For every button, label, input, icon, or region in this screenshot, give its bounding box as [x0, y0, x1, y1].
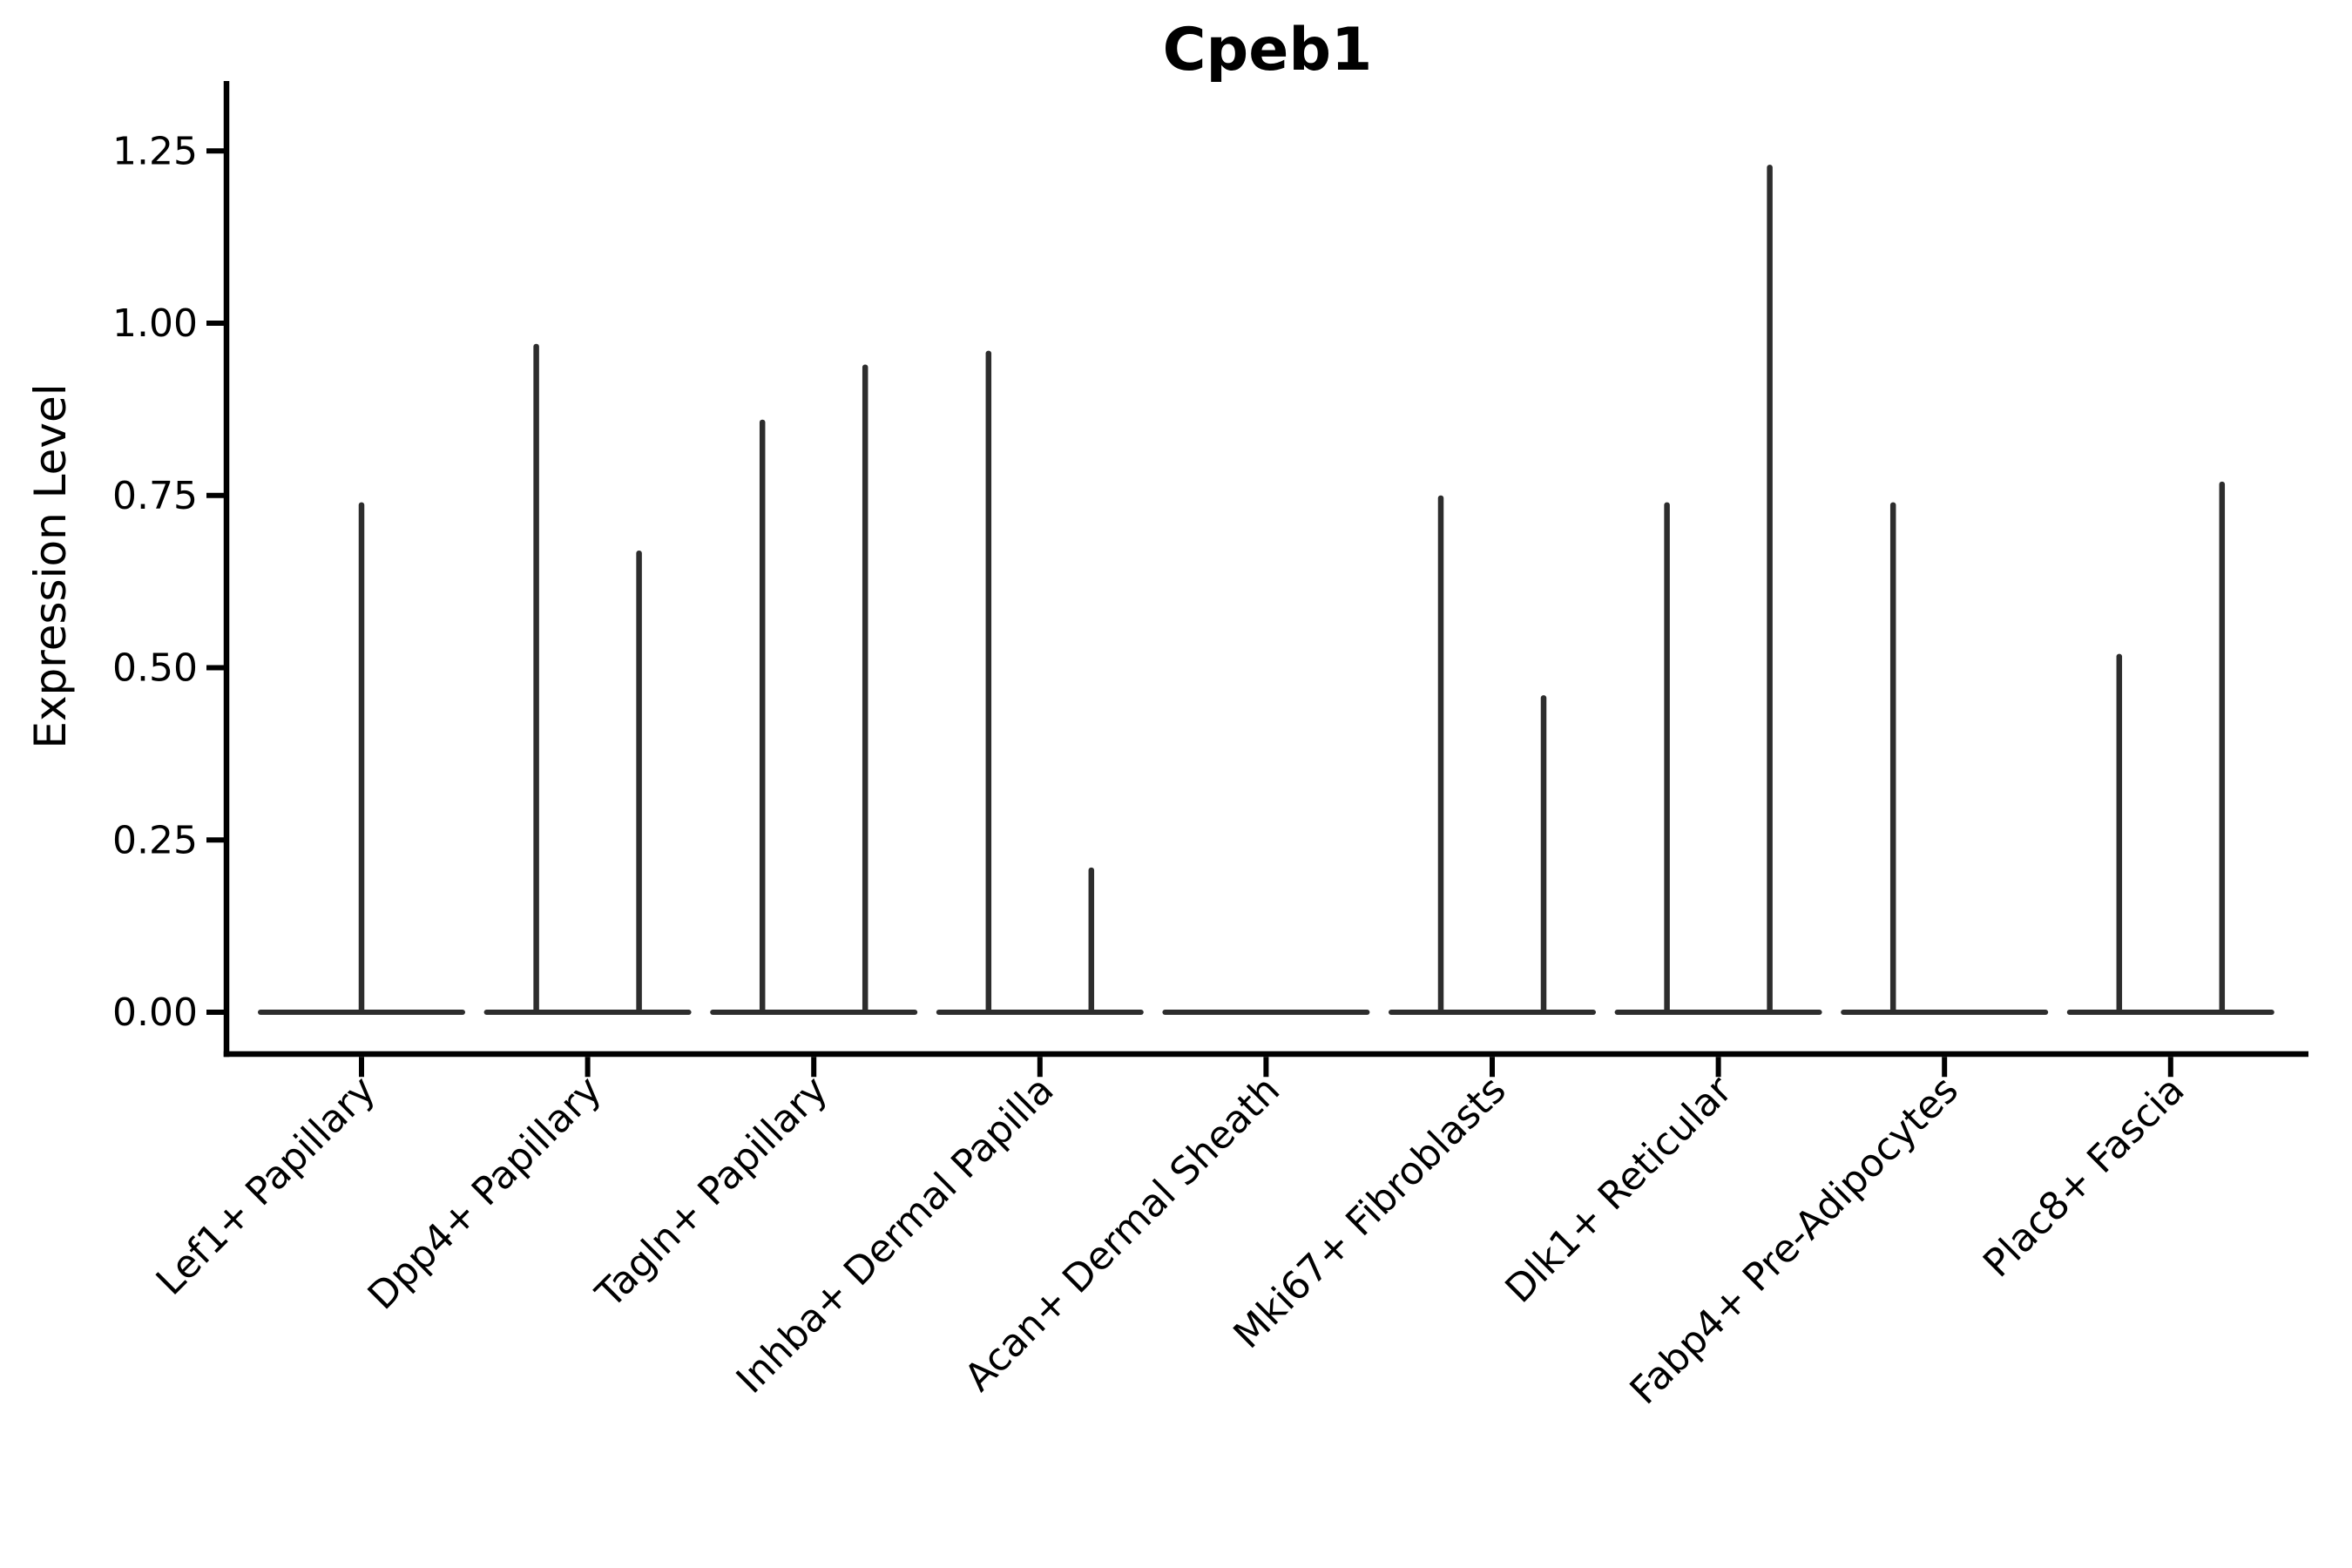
violin-spike [533, 343, 539, 1016]
plot-title: Cpeb1 [1162, 16, 1373, 84]
y-tick-label: 0.00 [112, 990, 198, 1035]
y-tick-label: 1.00 [112, 301, 198, 346]
x-tick-label: Plac8+ Fascia [1975, 1068, 2193, 1287]
violin-spike [759, 419, 766, 1015]
violin-spike [2116, 653, 2123, 1015]
violin-spike [2219, 481, 2226, 1015]
violin-spike [636, 551, 642, 1015]
violin-spike [358, 502, 365, 1015]
violin-spike [1437, 495, 1444, 1015]
violin-baseline [483, 1010, 692, 1015]
violin-baseline [1162, 1010, 1370, 1015]
y-tick-label: 0.50 [112, 646, 198, 691]
violin-baseline [2066, 1010, 2274, 1015]
violin-baseline [1841, 1010, 2049, 1015]
violin-baseline [710, 1010, 918, 1015]
x-tick-label: Dpp4+ Papillary [360, 1068, 611, 1319]
violin-spike [1540, 695, 1547, 1015]
violin-spike [1889, 502, 1896, 1015]
violin-baseline [1389, 1010, 1596, 1015]
y-tick-label: 0.25 [112, 818, 198, 862]
x-tick-label: Tagln+ Papillary [587, 1068, 836, 1317]
y-tick-label: 1.25 [112, 129, 198, 173]
y-tick-label: 0.75 [112, 474, 198, 518]
x-tick-label: Lef1+ Papillary [148, 1068, 384, 1304]
violin-spike [1767, 165, 1773, 1015]
violin-baseline [936, 1010, 1144, 1015]
violin-spike [1664, 502, 1670, 1015]
x-tick-label: Dlk1+ Reticular [1497, 1067, 1741, 1312]
violin-baseline [258, 1010, 465, 1015]
violin-spike [862, 364, 868, 1016]
violin-spike [1088, 867, 1095, 1015]
violin-spike [985, 350, 992, 1015]
violin-baseline [1614, 1010, 1822, 1015]
